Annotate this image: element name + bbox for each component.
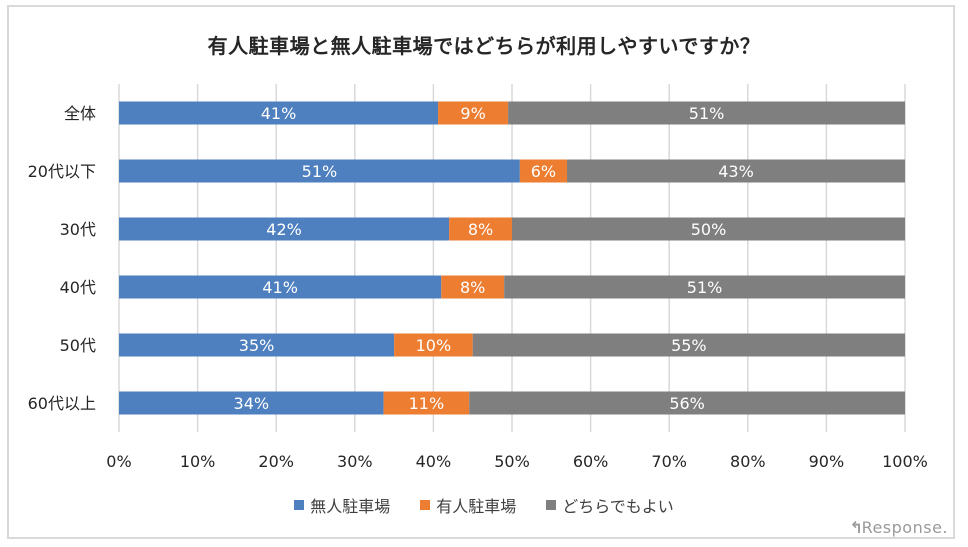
legend-label-manned: 有人駐車場 [436,497,517,516]
data-label: 41% [261,104,297,123]
category-labels: 全体 20代以下 30代 40代 50代 60代以上 [28,104,96,413]
data-label: 8% [460,278,485,297]
data-label: 43% [718,162,754,181]
x-tick-label: 20% [258,452,294,471]
legend-swatch-manned [420,500,431,510]
data-label: 9% [460,104,485,123]
bars: 41% 9% 51% 51% 6% 43% 42% 8% 50% 41% 8% 51% 35% 10% 55… [119,101,905,415]
x-tick-label: 30% [337,452,373,471]
legend: 無人駐車場 有人駐車場 どちらでもよい [0,493,968,517]
legend-item-either: どちらでもよい [546,493,674,517]
bar-segment [512,217,905,241]
x-tick-label: 10% [180,452,216,471]
category-label: 30代 [60,220,96,239]
bar-segment [394,333,473,357]
bar-segment [449,217,512,241]
bar-segment [504,275,905,299]
bar-segment [472,333,905,357]
bar-segment [119,333,395,357]
data-label: 34% [234,394,270,413]
data-label: 50% [691,220,727,239]
bar-segment [119,101,439,125]
category-label: 40代 [60,278,96,297]
bar-segment [441,275,505,299]
legend-label-unmanned: 無人駐車場 [310,497,391,516]
bar-segment [519,159,568,183]
data-label: 42% [266,220,302,239]
response-logo-arrow-icon: ↰ [849,518,864,537]
category-label: 60代以上 [28,394,96,413]
x-tick-label: 90% [809,452,845,471]
response-logo-text: Response. [861,518,948,537]
legend-item-unmanned: 無人駐車場 [294,493,390,517]
bar-segment [119,217,450,241]
x-tick-label: 60% [573,452,609,471]
x-tick-label: 0% [106,452,131,471]
bar-segment [438,101,509,125]
bar-segment [469,391,905,415]
data-label: 41% [262,278,298,297]
data-label: 51% [687,278,723,297]
data-label: 10% [416,336,452,355]
legend-swatch-unmanned [294,500,305,510]
data-label: 6% [531,162,556,181]
data-label: 55% [671,336,707,355]
data-label: 51% [302,162,338,181]
bar-segment [119,275,442,299]
data-label: 56% [669,394,705,413]
legend-item-manned: 有人駐車場 [420,493,516,517]
data-label: 51% [689,104,725,123]
x-tick-label: 50% [494,452,530,471]
x-tick-label: 70% [651,452,687,471]
category-label: 50代 [60,336,96,355]
category-label: 全体 [64,104,96,123]
x-tick-label: 40% [416,452,452,471]
legend-label-either: どちらでもよい [562,497,674,516]
bar-segment [119,159,520,183]
bar-segment [508,101,905,125]
category-label: 20代以下 [28,162,96,181]
legend-swatch-either [546,500,557,510]
bar-segment [119,391,384,415]
chart-title: 有人駐車場と無人駐車場ではどちらが利用しやすいですか？ [207,34,761,58]
x-tick-label: 100% [882,452,928,471]
response-logo: ↰Response. [850,518,948,537]
x-tick-labels: 0% 10% 20% 30% 40% 50% 60% 70% 80% 90% 100% [106,452,928,471]
chart-frame [7,5,955,539]
bar-segment [383,391,470,415]
data-label: 8% [468,220,493,239]
gridlines [118,84,906,432]
data-label: 11% [409,394,445,413]
data-label: 35% [239,336,275,355]
bar-segment [567,159,905,183]
x-tick-label: 80% [730,452,766,471]
